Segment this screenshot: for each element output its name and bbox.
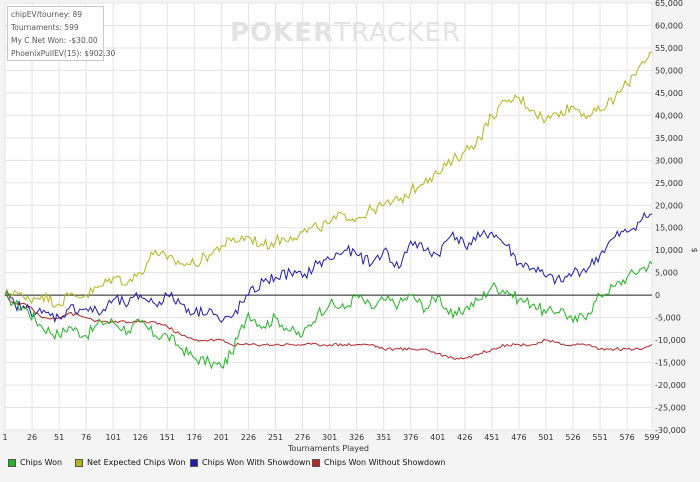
x-tick-label: 351	[376, 433, 391, 442]
legend-swatch-chips-won	[8, 458, 16, 467]
x-tick-label: 151	[160, 433, 175, 442]
x-tick-label: 26	[27, 433, 37, 442]
x-tick-label: 476	[511, 433, 526, 442]
y-tick-label: 40,000	[655, 111, 683, 120]
series-chips-won-with-showdown	[4, 211, 652, 324]
y-tick-label: 15,000	[655, 224, 683, 233]
y-axis-ticks: 65,000 60,000 55,000 50,000 45,000 40,000 35,0…	[655, 0, 686, 435]
legend-without-showdown[interactable]: Chips Won Without Showdown	[312, 458, 446, 467]
y-tick-label: 45,000	[655, 89, 683, 98]
x-tick-label: 1	[2, 433, 7, 442]
stat-tournaments: Tournaments: 599	[11, 23, 79, 32]
x-tick-label: 526	[565, 433, 580, 442]
pokertracker-logo: POKERTRACKER	[230, 18, 461, 48]
stat-chipev-per-tourney: chipEV/tourney: 89	[11, 10, 83, 19]
y-tick-label: -10,000	[655, 336, 686, 345]
legend-label-net-expected: Net Expected Chips Won	[87, 458, 186, 467]
legend-with-showdown[interactable]: Chips Won With Showdown	[190, 458, 311, 467]
x-tick-label: 576	[619, 433, 634, 442]
y-tick-label: 50,000	[655, 66, 683, 75]
stat-phoenix-pull-ev: PhoenixPullEV(15): $902.30	[11, 49, 116, 58]
legend-swatch-without-showdown	[312, 458, 320, 467]
x-tick-label: 126	[133, 433, 148, 442]
stat-net-won: My C Net Won: -$30.00	[11, 36, 98, 45]
x-tick-label: 201	[214, 433, 229, 442]
x-tick-label: 599	[644, 433, 659, 442]
x-tick-label: 101	[106, 433, 121, 442]
x-tick-label: 376	[403, 433, 418, 442]
y-tick-label: 25,000	[655, 179, 683, 188]
x-tick-label: 451	[484, 433, 499, 442]
x-tick-label: 51	[54, 433, 64, 442]
x-tick-label: 251	[268, 433, 283, 442]
logo-part-tracker: TRACKER	[334, 18, 462, 48]
y-axis-label: $	[690, 248, 699, 253]
x-tick-label: 551	[592, 433, 607, 442]
x-tick-label: 76	[81, 433, 91, 442]
x-tick-label: 401	[430, 433, 445, 442]
x-tick-label: 426	[457, 433, 472, 442]
legend-net-expected[interactable]: Net Expected Chips Won	[75, 458, 186, 467]
y-tick-label: 10,000	[655, 246, 683, 255]
x-tick-label: 501	[538, 433, 553, 442]
stats-box: chipEV/tourney: 89 Tournaments: 599 My C…	[7, 6, 116, 61]
series-chips-won	[4, 260, 653, 370]
x-axis-label: Tournaments Played	[287, 444, 369, 453]
y-tick-label: 65,000	[655, 0, 683, 8]
y-tick-label: 5,000	[655, 269, 678, 278]
legend-label-without-showdown: Chips Won Without Showdown	[324, 458, 446, 467]
y-tick-label: 20,000	[655, 201, 683, 210]
x-tick-label: 276	[295, 433, 310, 442]
y-tick-label: 0	[655, 291, 660, 300]
x-axis-ticks: 1 26 51 76 101 126 151 176 201 226 251 276 301 326 351…	[2, 433, 659, 442]
legend	[0, 452, 700, 482]
legend-chips-won[interactable]: Chips Won	[8, 458, 62, 467]
logo-part-poker: POKER	[230, 18, 335, 48]
y-tick-label: -15,000	[655, 359, 686, 368]
y-tick-label: -25,000	[655, 404, 686, 413]
legend-label-with-showdown: Chips Won With Showdown	[202, 458, 311, 467]
x-tick-label: 176	[187, 433, 202, 442]
series-net-expected-chips-won	[4, 51, 653, 308]
series-group	[4, 51, 653, 370]
x-tick-label: 301	[322, 433, 337, 442]
x-tick-label: 226	[241, 433, 256, 442]
legend-swatch-with-showdown	[190, 458, 198, 467]
y-tick-label: 30,000	[655, 156, 683, 165]
y-tick-label: 55,000	[655, 44, 683, 53]
y-tick-label: 60,000	[655, 21, 683, 30]
x-tick-label: 326	[349, 433, 364, 442]
y-tick-label: 35,000	[655, 134, 683, 143]
y-tick-label: -20,000	[655, 381, 686, 390]
y-tick-label: -30,000	[655, 426, 686, 435]
legend-label-chips-won: Chips Won	[20, 458, 63, 467]
legend-swatch-net-expected	[75, 458, 83, 467]
y-tick-label: -5,000	[655, 314, 681, 323]
plot-area	[4, 2, 653, 431]
